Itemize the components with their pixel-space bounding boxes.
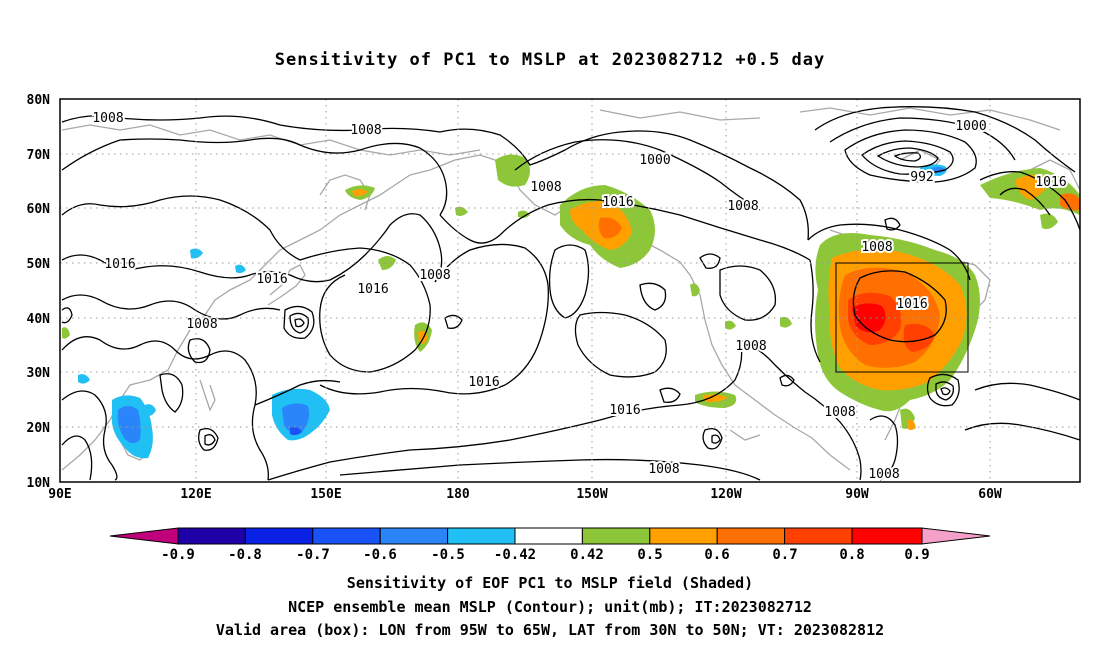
- map-frame: [59, 98, 1081, 483]
- colorbar-box: [581, 527, 651, 545]
- colorbar-box: [447, 527, 516, 545]
- lat-label: 20N: [27, 421, 51, 436]
- contour-label: 1016: [256, 272, 287, 287]
- colorbar-box: [177, 527, 246, 545]
- colorbar-box: [716, 527, 786, 545]
- contour-label: 1016: [468, 375, 499, 390]
- contour-label: 1008: [824, 405, 855, 420]
- lon-label: 150E: [310, 487, 341, 502]
- footer-line-1: Sensitivity of EOF PC1 to MSLP field (Sh…: [346, 574, 754, 592]
- colorbar-box: [851, 527, 923, 545]
- negative-sensitivity-shading: [78, 164, 947, 459]
- lon-label: 180: [446, 487, 470, 502]
- contour-label: 1008: [735, 339, 766, 354]
- contour-label: 1000: [639, 153, 670, 168]
- lat-label: 60N: [27, 202, 51, 217]
- contour-label: 1008: [727, 199, 758, 214]
- contour-label: 992: [910, 170, 933, 185]
- contour-label: 1008: [350, 123, 381, 138]
- contour-label: 1016: [357, 282, 388, 297]
- contour-label: 1016: [1035, 175, 1066, 190]
- plot-title: Sensitivity of PC1 to MSLP at 2023082712…: [274, 50, 826, 70]
- colorbar-tick-label: 0.7: [772, 547, 797, 563]
- lon-label: 150W: [576, 487, 607, 502]
- colorbar-tick-label: 0.42: [570, 547, 604, 563]
- contour-label: 1016: [104, 257, 135, 272]
- colorbar-tick-label: 0.6: [704, 547, 729, 563]
- contour-label: 1008: [648, 462, 679, 477]
- lon-label: 90W: [845, 487, 869, 502]
- colorbar-box: [784, 527, 853, 545]
- lon-label: 60W: [978, 487, 1002, 502]
- colorbar-box: [312, 527, 381, 545]
- colorbar-tick-label: -0.7: [296, 547, 330, 563]
- colorbar-box: [514, 527, 583, 545]
- colorbar-tick-label: -0.42: [494, 547, 536, 563]
- contour-label: 1008: [861, 240, 892, 255]
- colorbar-tick-label: 0.8: [839, 547, 864, 563]
- lon-label: 120E: [180, 487, 211, 502]
- lat-label: 80N: [27, 93, 51, 108]
- colorbar-tick-label: 0.9: [904, 547, 929, 563]
- contour-label: 1008: [868, 467, 899, 482]
- lat-label: 10N: [27, 476, 51, 491]
- contour-label: 1008: [186, 317, 217, 332]
- colorbar-high-arrow: [921, 527, 991, 545]
- contour-label: 1016: [609, 403, 640, 418]
- colorbar-tick-label: -0.5: [431, 547, 465, 563]
- lon-label: 90E: [48, 487, 71, 502]
- colorbar-tick-label: -0.9: [161, 547, 195, 563]
- colorbar-tick-label: 0.5: [637, 547, 662, 563]
- colorbar-box: [649, 527, 718, 545]
- contour-label: 1000: [955, 119, 986, 134]
- graticule: [60, 99, 1080, 482]
- lat-label: 40N: [27, 312, 51, 327]
- latitude-labels: 80N 70N 60N 50N 40N 30N 20N 10N: [27, 93, 51, 491]
- valid-area-box: [835, 262, 969, 373]
- lat-label: 50N: [27, 257, 51, 272]
- contour-label: 1008: [92, 111, 123, 126]
- contour-label: 1016: [602, 195, 633, 210]
- colorbar-box: [244, 527, 314, 545]
- contour-label: 1008: [530, 180, 561, 195]
- footer-line-2: NCEP ensemble mean MSLP (Contour); unit(…: [288, 598, 812, 616]
- footer-line-3: Valid area (box): LON from 95W to 65W, L…: [215, 621, 885, 639]
- colorbar-box: [379, 527, 449, 545]
- lat-label: 70N: [27, 148, 51, 163]
- colorbar-low-arrow: [109, 527, 179, 545]
- contour-label: 1008: [419, 268, 450, 283]
- mslp-contours: [61, 106, 1081, 481]
- lon-label: 120W: [710, 487, 741, 502]
- contour-labels: 1008 1008 1000 1008 1008 1000 992 1016 1…: [90, 109, 1068, 484]
- contour-label: 1016: [896, 297, 927, 312]
- colorbar-tick-label: -0.8: [228, 547, 262, 563]
- colorbar: -0.9 -0.8 -0.7 -0.6 -0.5 -0.42 0.42 0.5 …: [109, 527, 991, 563]
- lat-label: 30N: [27, 366, 51, 381]
- longitude-labels: 90E 120E 150E 180 150W 120W 90W 60W: [48, 487, 1002, 502]
- colorbar-tick-label: -0.6: [363, 547, 397, 563]
